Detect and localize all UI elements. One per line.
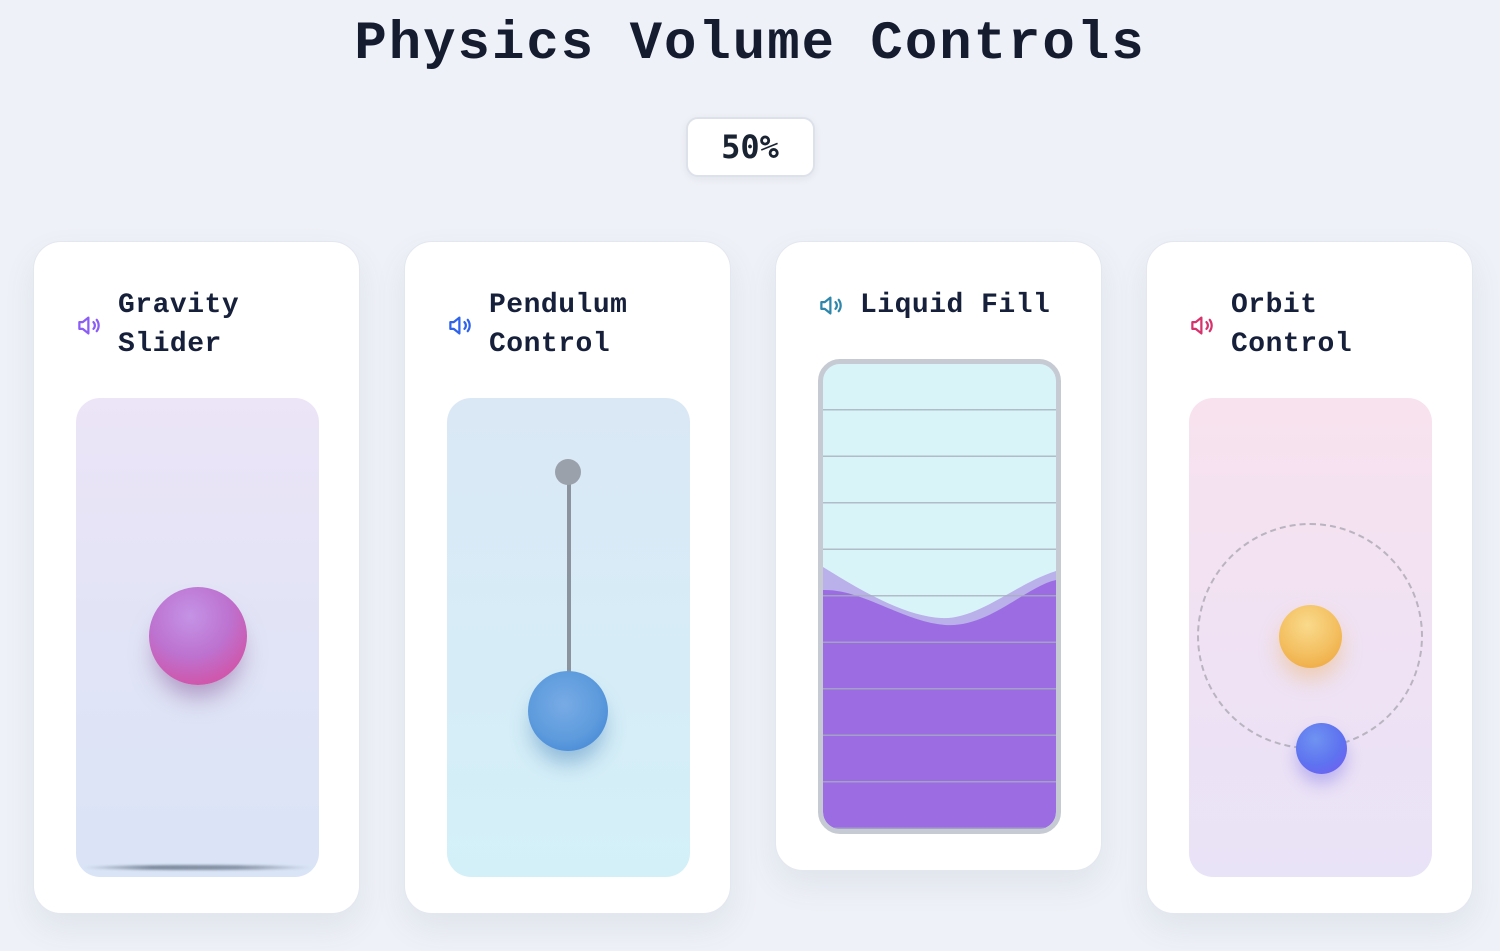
pendulum-bob[interactable] xyxy=(528,671,608,751)
gravity-track[interactable] xyxy=(76,398,319,877)
card-header: Orbit Control xyxy=(1189,286,1430,364)
card-gravity-slider: Gravity Slider xyxy=(33,241,360,914)
card-title: Liquid Fill xyxy=(860,290,1051,321)
card-header: Liquid Fill xyxy=(818,286,1059,325)
volume-display: 50% xyxy=(685,117,815,177)
liquid-vessel[interactable] xyxy=(818,359,1061,834)
page-title: Physics Volume Controls xyxy=(354,14,1146,75)
pendulum-string xyxy=(566,471,571,711)
speaker-wave-icon xyxy=(820,296,842,315)
orbit-sun xyxy=(1279,605,1342,668)
card-orbit-control: Orbit Control xyxy=(1146,241,1473,914)
pendulum-pivot xyxy=(555,459,581,485)
card-header: Gravity Slider xyxy=(76,286,317,364)
speaker-wave-icon xyxy=(1191,316,1213,334)
card-header: Pendulum Control xyxy=(447,286,688,364)
speaker-wave-icon xyxy=(449,316,471,334)
card-title: Orbit Control xyxy=(1231,290,1353,360)
speaker-wave-icon xyxy=(78,316,100,334)
card-title: Pendulum Control xyxy=(489,290,628,360)
card-liquid-fill: Liquid Fill xyxy=(775,241,1102,871)
orbit-planet[interactable] xyxy=(1296,723,1347,774)
card-pendulum-control: Pendulum Control xyxy=(404,241,731,914)
pendulum-track[interactable] xyxy=(447,398,690,877)
gravity-ball[interactable] xyxy=(149,587,247,685)
card-title: Gravity Slider xyxy=(118,290,240,360)
orbit-track[interactable] xyxy=(1189,398,1432,877)
liquid-area xyxy=(823,364,1056,829)
vessel-gridlines xyxy=(823,364,1056,829)
ground-shadow xyxy=(84,865,311,870)
cards-row: Gravity Slider Pendulum Control Liquid F… xyxy=(0,241,1500,914)
